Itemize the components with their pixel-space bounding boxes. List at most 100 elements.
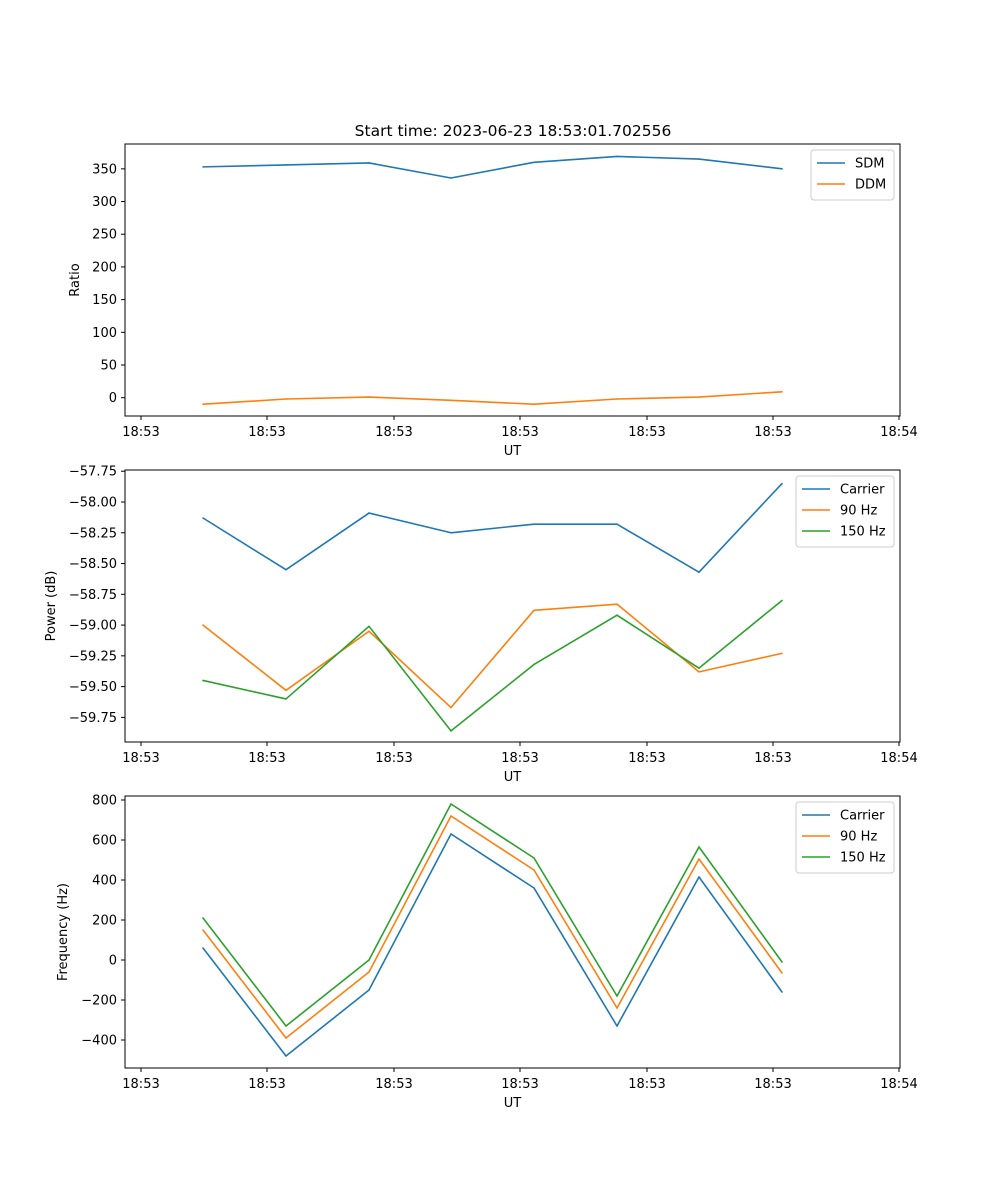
y-axis-label: Ratio — [68, 263, 83, 296]
x-tick-label: 18:53 — [628, 1077, 665, 1092]
y-tick-label: 200 — [92, 260, 117, 275]
legend-label: DDM — [855, 178, 886, 193]
x-axis-label: UT — [504, 444, 522, 459]
x-tick-label: 18:53 — [628, 751, 665, 766]
y-tick-label: −58.75 — [69, 588, 117, 603]
series-line-ddm — [202, 391, 783, 406]
y-tick-label: 150 — [92, 293, 117, 308]
y-tick-label: −400 — [81, 1034, 117, 1049]
x-axis-label: UT — [504, 1096, 522, 1111]
y-tick-label: 400 — [92, 874, 117, 889]
data-point — [616, 603, 618, 605]
y-tick-label: 0 — [109, 391, 117, 406]
data-point — [616, 995, 618, 997]
y-tick-label: 50 — [100, 359, 117, 374]
data-point — [533, 887, 535, 889]
data-point — [202, 947, 204, 949]
legend-label: 150 Hz — [840, 525, 886, 540]
data-point — [202, 929, 204, 931]
y-tick-label: −59.25 — [69, 649, 117, 664]
series-line-90-hz — [202, 603, 783, 709]
y-tick-label: 800 — [92, 794, 117, 809]
chart-panel-3: 18:53 18:53 18:53 18:53 18:53 18:53 18:54 −400 −… — [56, 794, 918, 1112]
data-point — [450, 833, 452, 835]
data-point — [781, 652, 783, 655]
data-point — [285, 698, 287, 700]
series-line-carrier — [202, 482, 783, 573]
data-point — [781, 168, 783, 170]
y-axis-label: Power (dB) — [44, 571, 59, 642]
x-tick-label: 18:53 — [754, 1077, 791, 1092]
x-tick-label: 18:53 — [375, 751, 412, 766]
y-tick-label: −59.75 — [69, 711, 117, 726]
data-point — [781, 972, 783, 974]
x-tick-label: 18:53 — [754, 425, 791, 440]
data-point — [368, 989, 370, 991]
data-point — [781, 391, 783, 393]
y-tick-label: 200 — [92, 914, 117, 929]
data-point — [368, 971, 370, 973]
data-point — [202, 166, 204, 168]
series-line-90-hz — [202, 815, 783, 1039]
y-tick-label: −59.50 — [69, 680, 117, 695]
y-tick-label: −57.75 — [69, 465, 117, 480]
data-point — [781, 991, 783, 993]
data-point — [533, 869, 535, 871]
legend-label: 90 Hz — [840, 830, 877, 845]
data-point — [781, 599, 783, 602]
data-point — [285, 398, 287, 400]
data-point — [368, 512, 370, 514]
data-point — [616, 523, 618, 525]
axes-frame — [124, 469, 901, 743]
legend-box — [795, 475, 895, 548]
data-point — [202, 917, 204, 919]
x-tick-label: 18:53 — [122, 751, 159, 766]
y-axis-label: Frequency (Hz) — [56, 883, 71, 981]
data-point — [285, 1055, 287, 1057]
x-tick-label: 18:53 — [375, 425, 412, 440]
data-point — [450, 803, 452, 805]
legend: Carrier 90 Hz 150 Hz — [795, 475, 895, 548]
data-point — [368, 625, 370, 628]
x-tick-label: 18:53 — [501, 751, 538, 766]
x-tick-label: 18:53 — [754, 751, 791, 766]
axes-frame — [124, 143, 901, 417]
series-line-carrier — [202, 833, 783, 1057]
x-tick-label: 18:53 — [375, 1077, 412, 1092]
y-tick-label: 100 — [92, 326, 117, 341]
legend-label: SDM — [855, 157, 884, 172]
data-point — [450, 706, 452, 709]
data-point — [202, 517, 204, 519]
y-tick-label: −58.00 — [69, 496, 117, 511]
data-point — [616, 1025, 618, 1027]
x-tick-label: 18:53 — [628, 425, 665, 440]
data-point — [698, 876, 700, 878]
y-tick-label: 600 — [92, 834, 117, 849]
x-tick-label: 18:54 — [880, 751, 917, 766]
x-tick-label: 18:53 — [122, 1077, 159, 1092]
data-point — [202, 624, 204, 626]
x-axis-label: UT — [504, 770, 522, 785]
data-point — [616, 398, 618, 400]
data-point — [698, 846, 700, 848]
x-tick-label: 18:53 — [248, 1077, 285, 1092]
data-point — [285, 689, 287, 692]
data-point — [450, 730, 452, 732]
data-point — [285, 568, 287, 571]
data-point — [781, 482, 783, 485]
y-tick-label: 300 — [92, 195, 117, 210]
legend-label: Carrier — [840, 809, 885, 824]
legend-label: 150 Hz — [840, 851, 886, 866]
series-line-150-hz — [202, 803, 783, 1027]
data-point — [698, 571, 700, 573]
data-point — [368, 396, 370, 398]
data-point — [533, 403, 535, 406]
data-point — [450, 531, 452, 534]
legend-label: Carrier — [840, 483, 885, 498]
x-tick-label: 18:53 — [501, 425, 538, 440]
data-point — [368, 959, 370, 961]
data-point — [285, 164, 287, 166]
y-tick-label: −59.00 — [69, 619, 117, 634]
data-point — [698, 858, 700, 860]
